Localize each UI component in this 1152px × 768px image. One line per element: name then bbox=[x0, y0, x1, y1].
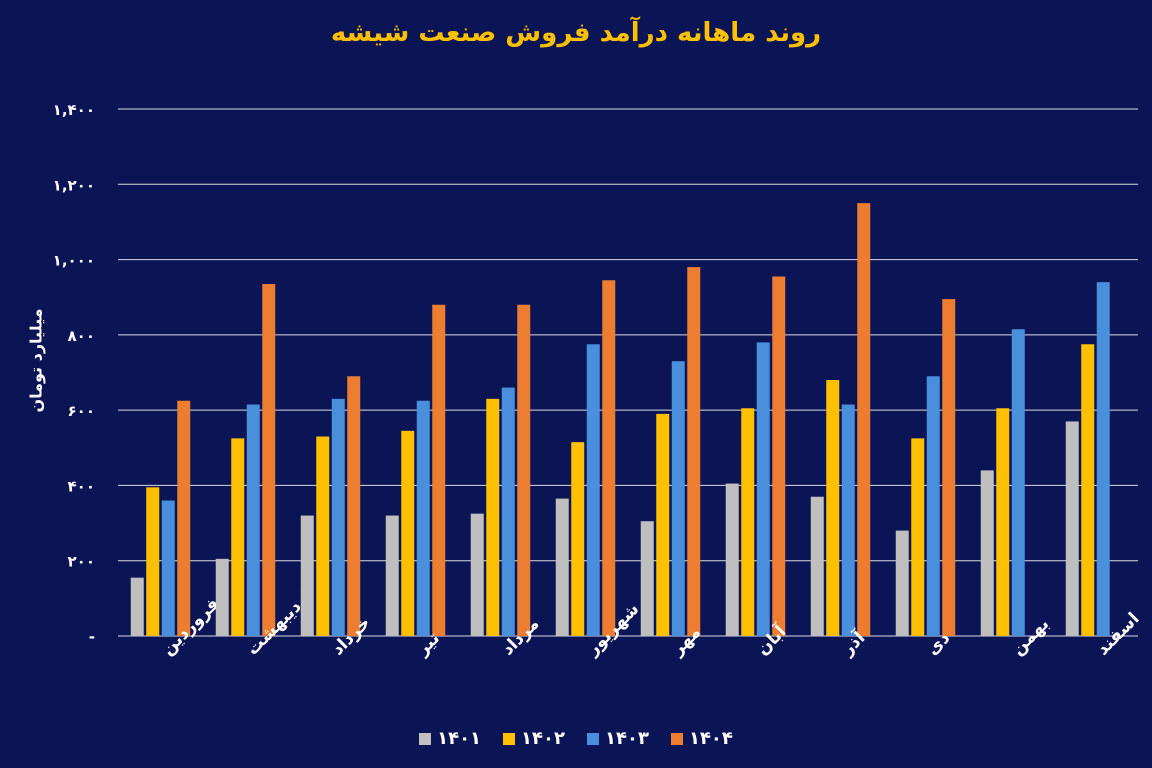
legend-label: ۱۴۰۳ bbox=[605, 728, 649, 749]
bar bbox=[331, 398, 345, 636]
bar bbox=[996, 408, 1010, 636]
y-tick-label: - bbox=[89, 628, 95, 646]
bar bbox=[772, 276, 786, 636]
bar bbox=[316, 436, 330, 636]
bar bbox=[416, 400, 430, 636]
bar bbox=[177, 400, 191, 636]
y-tick-label: ۴۰۰ bbox=[68, 477, 95, 495]
bar bbox=[215, 558, 229, 636]
y-axis-label: میلیارد تومان bbox=[26, 307, 46, 413]
bar bbox=[756, 342, 770, 636]
legend-swatch bbox=[419, 732, 432, 745]
y-tick-label: ۱,۰۰۰ bbox=[53, 252, 95, 270]
bar bbox=[895, 530, 909, 636]
legend-item: ۱۴۰۲ bbox=[503, 728, 565, 749]
y-tick-label: ۶۰۰ bbox=[68, 402, 95, 420]
bar bbox=[262, 284, 276, 636]
bar bbox=[1081, 344, 1095, 636]
bar bbox=[725, 483, 739, 636]
bar bbox=[586, 344, 600, 636]
bar bbox=[231, 438, 245, 636]
legend-swatch bbox=[503, 732, 516, 745]
bar bbox=[687, 267, 701, 636]
bar bbox=[857, 203, 871, 636]
legend-swatch bbox=[670, 732, 683, 745]
bar bbox=[671, 361, 685, 636]
bar bbox=[602, 280, 616, 636]
bar bbox=[517, 304, 531, 636]
y-tick-label: ۲۰۰ bbox=[68, 553, 95, 571]
y-tick-label: ۱,۲۰۰ bbox=[53, 176, 95, 194]
chart-title: روند ماهانه درآمد فروش صنعت شیشه bbox=[330, 18, 822, 48]
bar bbox=[432, 304, 446, 636]
bar bbox=[130, 577, 144, 636]
bar bbox=[942, 299, 956, 636]
legend-item: ۱۴۰۴ bbox=[670, 728, 733, 749]
bar bbox=[841, 404, 855, 636]
bar bbox=[826, 380, 840, 636]
bar bbox=[146, 487, 160, 636]
bar bbox=[385, 515, 399, 636]
bar bbox=[486, 398, 500, 636]
bar bbox=[911, 438, 925, 636]
legend-label: ۱۴۰۴ bbox=[688, 728, 733, 749]
bar bbox=[640, 521, 654, 636]
legend-item: ۱۴۰۳ bbox=[587, 728, 649, 749]
legend-label: ۱۴۰۱ bbox=[437, 728, 482, 749]
bar bbox=[501, 387, 515, 636]
bar bbox=[246, 404, 260, 636]
bar bbox=[656, 413, 670, 636]
bar bbox=[1011, 329, 1025, 636]
bar bbox=[300, 515, 314, 636]
legend-swatch bbox=[587, 732, 599, 745]
bar bbox=[980, 470, 994, 636]
bar bbox=[401, 430, 415, 636]
bar bbox=[926, 376, 940, 636]
y-tick-label: ۱,۴۰۰ bbox=[53, 101, 95, 119]
bar bbox=[347, 376, 361, 636]
bar bbox=[161, 500, 175, 636]
legend-item: ۱۴۰۱ bbox=[419, 728, 481, 749]
bar bbox=[1096, 282, 1110, 636]
legend-label: ۱۴۰۲ bbox=[521, 728, 565, 749]
bar bbox=[555, 498, 569, 636]
legend: ۱۴۰۱ ۱۴۰۲ ۱۴۰۳ ۱۴۰۴ bbox=[0, 728, 1152, 749]
y-tick-label: ۸۰۰ bbox=[68, 327, 95, 345]
bar bbox=[810, 496, 824, 636]
bar bbox=[741, 408, 755, 636]
bar bbox=[1065, 421, 1079, 636]
bar bbox=[470, 513, 484, 636]
bar bbox=[571, 442, 585, 636]
